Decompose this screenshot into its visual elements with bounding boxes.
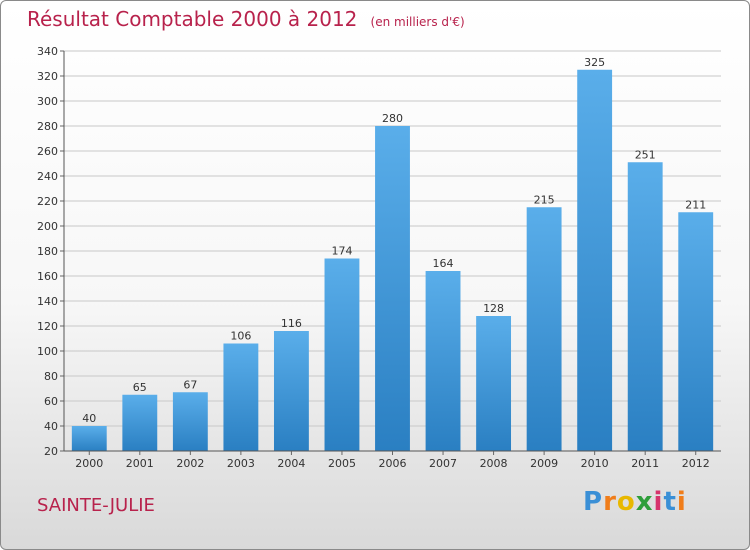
- x-tick-label: 2001: [126, 457, 154, 470]
- bar: [526, 207, 562, 451]
- bar: [375, 126, 410, 451]
- logo-letter: r: [603, 487, 617, 517]
- x-tick-label: 2010: [581, 457, 609, 470]
- x-tick-label: 2012: [682, 457, 710, 470]
- y-tick-label: 220: [37, 195, 58, 208]
- logo-letter: o: [616, 487, 636, 517]
- bars-layer: [71, 69, 714, 451]
- y-tick-label: 100: [37, 345, 58, 358]
- x-tick-label: 2003: [227, 457, 255, 470]
- bar: [273, 331, 309, 451]
- data-label: 67: [183, 378, 197, 391]
- y-tick-label: 140: [37, 295, 58, 308]
- x-tick-label: 2002: [176, 457, 204, 470]
- x-tick-label: 2004: [277, 457, 305, 470]
- y-tick-label: 260: [37, 145, 58, 158]
- bar: [678, 212, 714, 451]
- data-label: 251: [635, 148, 656, 161]
- logo-letter: P: [583, 487, 604, 517]
- data-label: 211: [685, 198, 706, 211]
- data-label: 106: [230, 330, 251, 343]
- proxiti-logo: Proxiti: [583, 487, 687, 517]
- logo-letter: x: [635, 487, 654, 517]
- x-tick-label: 2008: [480, 457, 508, 470]
- y-tick-label: 40: [44, 420, 58, 433]
- y-tick-label: 200: [37, 220, 58, 233]
- y-tick-label: 300: [37, 95, 58, 108]
- y-tick-label: 340: [37, 45, 58, 58]
- data-label: 40: [82, 412, 96, 425]
- bar: [425, 271, 461, 451]
- bar: [324, 258, 360, 451]
- y-tick-label: 60: [44, 395, 58, 408]
- x-tick-label: 2007: [429, 457, 457, 470]
- unit-note: (en milliers d'€): [370, 15, 465, 29]
- logo-letter: i: [676, 487, 687, 517]
- y-tick-label: 20: [44, 445, 58, 458]
- y-tick-label: 320: [37, 70, 58, 83]
- data-label: 65: [133, 381, 147, 394]
- title-text: Résultat Comptable 2000 à 2012: [27, 7, 358, 31]
- y-tick-label: 80: [44, 370, 58, 383]
- y-tick-label: 160: [37, 270, 58, 283]
- bar: [71, 426, 107, 451]
- y-tick-label: 280: [37, 120, 58, 133]
- y-tick-label: 120: [37, 320, 58, 333]
- data-label: 215: [534, 193, 555, 206]
- x-tick-label: 2011: [631, 457, 659, 470]
- y-tick-label: 240: [37, 170, 58, 183]
- bar: [577, 69, 613, 451]
- chart-title: Résultat Comptable 2000 à 2012 (en milli…: [27, 7, 465, 31]
- y-tick-label: 180: [37, 245, 58, 258]
- bar: [627, 162, 663, 451]
- logo-letter: t: [663, 487, 677, 517]
- data-label: 164: [433, 257, 454, 270]
- x-tick-label: 2009: [530, 457, 558, 470]
- x-tick-label: 2000: [75, 457, 103, 470]
- bar: [476, 316, 512, 451]
- bar: [223, 343, 259, 451]
- data-label: 116: [281, 317, 302, 330]
- city-name: SAINTE-JULIE: [37, 495, 155, 516]
- data-label: 174: [331, 245, 352, 258]
- bar: [172, 392, 208, 451]
- axis-layer: 20 40 60 80 100 120 140 160 180 200 220 240 260 280 30…: [37, 45, 721, 470]
- logo-letter: i: [653, 487, 664, 517]
- bar: [122, 394, 158, 451]
- labels-layer: 40 65 67 106 116 174 280 164 128 215 325 251 211: [82, 56, 706, 425]
- data-label: 325: [584, 56, 605, 69]
- x-tick-label: 2005: [328, 457, 356, 470]
- data-label: 128: [483, 302, 504, 315]
- data-label: 280: [382, 112, 403, 125]
- x-tick-label: 2006: [379, 457, 407, 470]
